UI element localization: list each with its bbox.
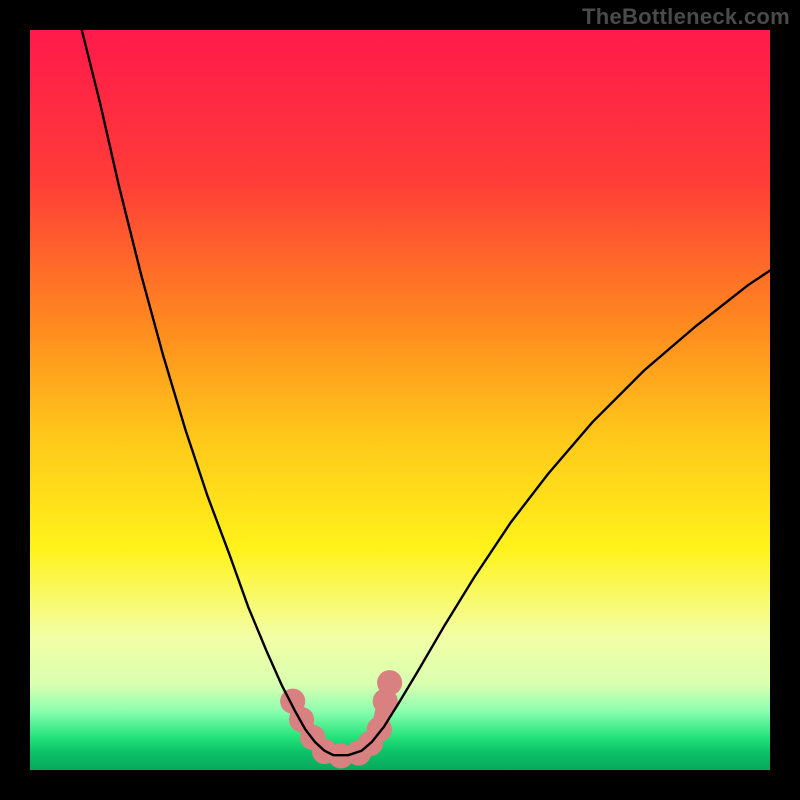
watermark-text: TheBottleneck.com	[582, 4, 790, 30]
plot-background-gradient	[30, 30, 770, 770]
marker-dot	[377, 670, 402, 695]
bottleneck-curve-chart	[0, 0, 800, 800]
chart-container: TheBottleneck.com	[0, 0, 800, 800]
